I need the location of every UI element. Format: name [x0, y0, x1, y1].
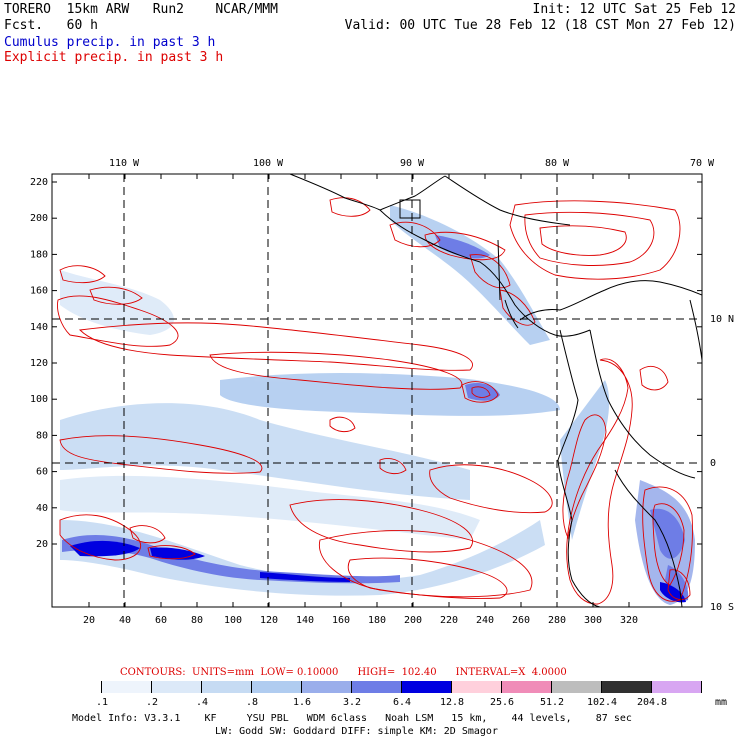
init-time: Init: 12 UTC Sat 25 Feb 12 — [532, 2, 737, 17]
colorbar-swatch — [252, 681, 302, 693]
legend-cumulus: Cumulus precip. in past 3 h — [4, 35, 216, 50]
colorbar-swatch — [602, 681, 652, 693]
colorbar-level-label: 51.2 — [539, 697, 565, 708]
y-tick-label: 140 — [30, 322, 48, 333]
y-tick-label: 220 — [30, 177, 48, 188]
colorbar-swatch — [652, 681, 702, 693]
x-tick-label: 200 — [404, 615, 422, 626]
colorbar-swatch — [352, 681, 402, 693]
colorbar-level-label: 102.4 — [586, 697, 618, 708]
colorbar-swatch — [402, 681, 452, 693]
colorbar-level-label: 6.4 — [392, 697, 412, 708]
colorbar-swatch — [302, 681, 352, 693]
x-tick-label: 320 — [620, 615, 638, 626]
x-tick-label: 140 — [296, 615, 314, 626]
colorbar-swatch — [152, 681, 202, 693]
x-tick-label: 80 — [191, 615, 203, 626]
x-tick-label: 280 — [548, 615, 566, 626]
y-tick-label: 120 — [30, 358, 48, 369]
colorbar-swatch — [202, 681, 252, 693]
y-tick-label: 100 — [30, 394, 48, 405]
coastlines — [289, 174, 702, 607]
model-physics: LW: Godd SW: Goddard DIFF: simple KM: 2D… — [215, 726, 498, 737]
colorbar-level-label: 204.8 — [636, 697, 668, 708]
lon-label: 90 W — [400, 158, 425, 169]
y-tick-label: 80 — [36, 430, 48, 441]
x-axis-ticks — [88, 174, 630, 607]
colorbar-level-label: .2 — [145, 697, 159, 708]
colorbar-level-label: .8 — [245, 697, 259, 708]
axis-labels: 110 W 100 W 90 W 80 W 70 W 10 N 0 10 S 2… — [30, 158, 734, 626]
forecast-hour: Fcst. 60 h — [4, 18, 98, 33]
lat-label: 10 N — [710, 314, 734, 325]
lon-label: 110 W — [109, 158, 140, 169]
y-axis-ticks — [52, 181, 702, 545]
y-tick-label: 20 — [36, 539, 48, 550]
y-tick-label: 60 — [36, 467, 48, 478]
colorbar-level-label: .1 — [95, 697, 109, 708]
x-tick-label: 260 — [512, 615, 530, 626]
lat-label: 10 S — [710, 602, 734, 613]
colorbar-swatch — [102, 681, 152, 693]
lon-label: 80 W — [545, 158, 570, 169]
colorbar-level-label: 3.2 — [342, 697, 362, 708]
y-tick-label: 160 — [30, 286, 48, 297]
model-info: Model Info: V3.3.1 KF YSU PBL WDM 6class… — [72, 713, 632, 724]
header-title: TORERO 15km ARW Run2 NCAR/MMM — [4, 2, 278, 17]
x-tick-label: 60 — [155, 615, 167, 626]
colorbar-level-label: .4 — [195, 697, 209, 708]
x-tick-label: 180 — [368, 615, 386, 626]
colorbar-level-label: 1.6 — [292, 697, 312, 708]
y-tick-label: 200 — [30, 213, 48, 224]
colorbar-swatch — [502, 681, 552, 693]
colorbar-swatch — [452, 681, 502, 693]
colorbar-units: mm — [715, 697, 728, 708]
x-tick-label: 100 — [224, 615, 242, 626]
contour-info: CONTOURS: UNITS=mm LOW= 0.10000 HIGH= 10… — [120, 667, 567, 678]
legend-explicit: Explicit precip. in past 3 h — [4, 50, 224, 65]
x-tick-label: 20 — [83, 615, 95, 626]
colorbar-swatch — [552, 681, 602, 693]
colorbar-swatch — [52, 681, 102, 693]
lon-label: 100 W — [253, 158, 284, 169]
x-tick-label: 300 — [584, 615, 602, 626]
cumulus-precip-shading — [60, 205, 695, 605]
x-tick-label: 220 — [440, 615, 458, 626]
lat-lon-grid — [52, 174, 702, 607]
colorbar-level-label: 25.6 — [489, 697, 515, 708]
y-tick-label: 40 — [36, 503, 48, 514]
cumulus-extreme-precip — [70, 540, 686, 603]
x-tick-label: 160 — [332, 615, 350, 626]
colorbar-level-label: 12.8 — [439, 697, 465, 708]
y-tick-label: 180 — [30, 249, 48, 260]
lon-label: 70 W — [690, 158, 715, 169]
valid-time: Valid: 00 UTC Tue 28 Feb 12 (18 CST Mon … — [344, 18, 736, 33]
x-tick-label: 120 — [260, 615, 278, 626]
x-tick-label: 240 — [476, 615, 494, 626]
x-tick-label: 40 — [119, 615, 131, 626]
lat-label: 0 — [710, 458, 716, 469]
explicit-precip-contours — [57, 197, 693, 605]
